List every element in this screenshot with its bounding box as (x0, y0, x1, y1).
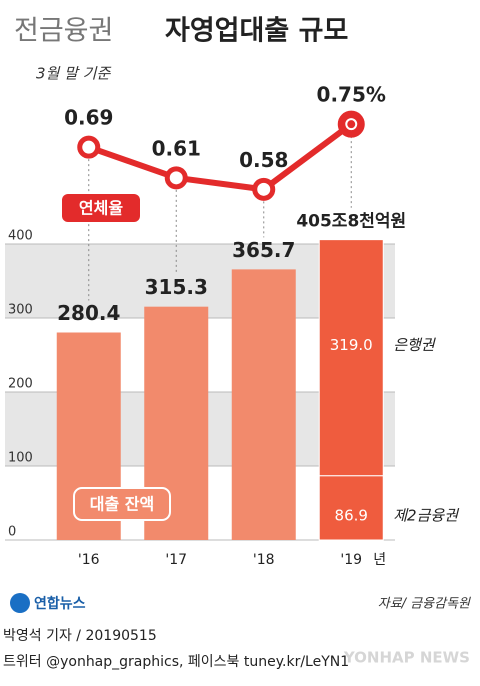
x-tick-label: '17 (165, 552, 187, 568)
x-unit: 년 (373, 552, 386, 568)
line-point (252, 177, 276, 201)
x-tick-label: '19 (340, 552, 362, 568)
y-tick-label: 200 (8, 377, 33, 392)
line-point-inner (345, 118, 358, 131)
segment-name: 은행권 (393, 336, 437, 354)
bar-segment (318, 239, 384, 477)
line-legend-label: 연체율 (79, 199, 123, 218)
bar (231, 269, 296, 540)
plot: 0 100 200 300 400 280.4 '16 315.3 '17 365.7 '18 405… (5, 83, 460, 568)
segment-value-label: 86.9 (335, 506, 368, 524)
footer: 연합뉴스 자료/ 금융감독원 박영석 기자 / 20190515 트위터 @yo… (3, 593, 471, 670)
y-tick-label: 300 (8, 303, 33, 318)
byline: 박영석 기자 / 20190515 (3, 628, 157, 644)
line-point (77, 135, 101, 159)
segment-value-label: 319.0 (330, 336, 373, 354)
line-value-label: 0.61 (152, 136, 201, 160)
logo-icon (10, 593, 30, 613)
bar-segment (318, 475, 384, 541)
x-tick-label: '16 (78, 552, 100, 568)
line-legend-box (62, 194, 140, 222)
chart-title-light: 전금융권 (14, 16, 113, 47)
subtitle: 3월 말 기준 (36, 65, 111, 83)
segment-name: 제2금융권 (393, 506, 460, 524)
social: 트위터 @yonhap_graphics, 페이스북 tuney.kr/LeYN… (3, 654, 349, 670)
chart-title: 자영업대출 규모 (165, 16, 348, 47)
line-point (337, 110, 365, 138)
line-point (164, 166, 188, 190)
x-tick-label: '18 (253, 552, 275, 568)
legend-label: 대출 잔액 (90, 495, 154, 514)
source: 자료/ 금융감독원 (378, 597, 471, 612)
bar-value-label: 365.7 (232, 238, 295, 262)
watermark: YONHAP NEWS (343, 649, 470, 667)
line (87, 121, 354, 193)
logo: 연합뉴스 (34, 595, 86, 612)
y-tick-label: 100 (8, 451, 33, 466)
y-tick-label: 400 (8, 229, 33, 244)
legend-box (73, 487, 171, 521)
line-value-label: 0.75% (317, 83, 386, 107)
y-tick-label: 0 (8, 525, 16, 540)
bar-value-label: 280.4 (57, 301, 120, 325)
bar-value-label: 315.3 (145, 275, 208, 299)
bar-value-label: 405조8천억원 (296, 212, 406, 232)
line-value-label: 0.69 (64, 106, 113, 130)
line-value-label: 0.58 (239, 148, 288, 172)
